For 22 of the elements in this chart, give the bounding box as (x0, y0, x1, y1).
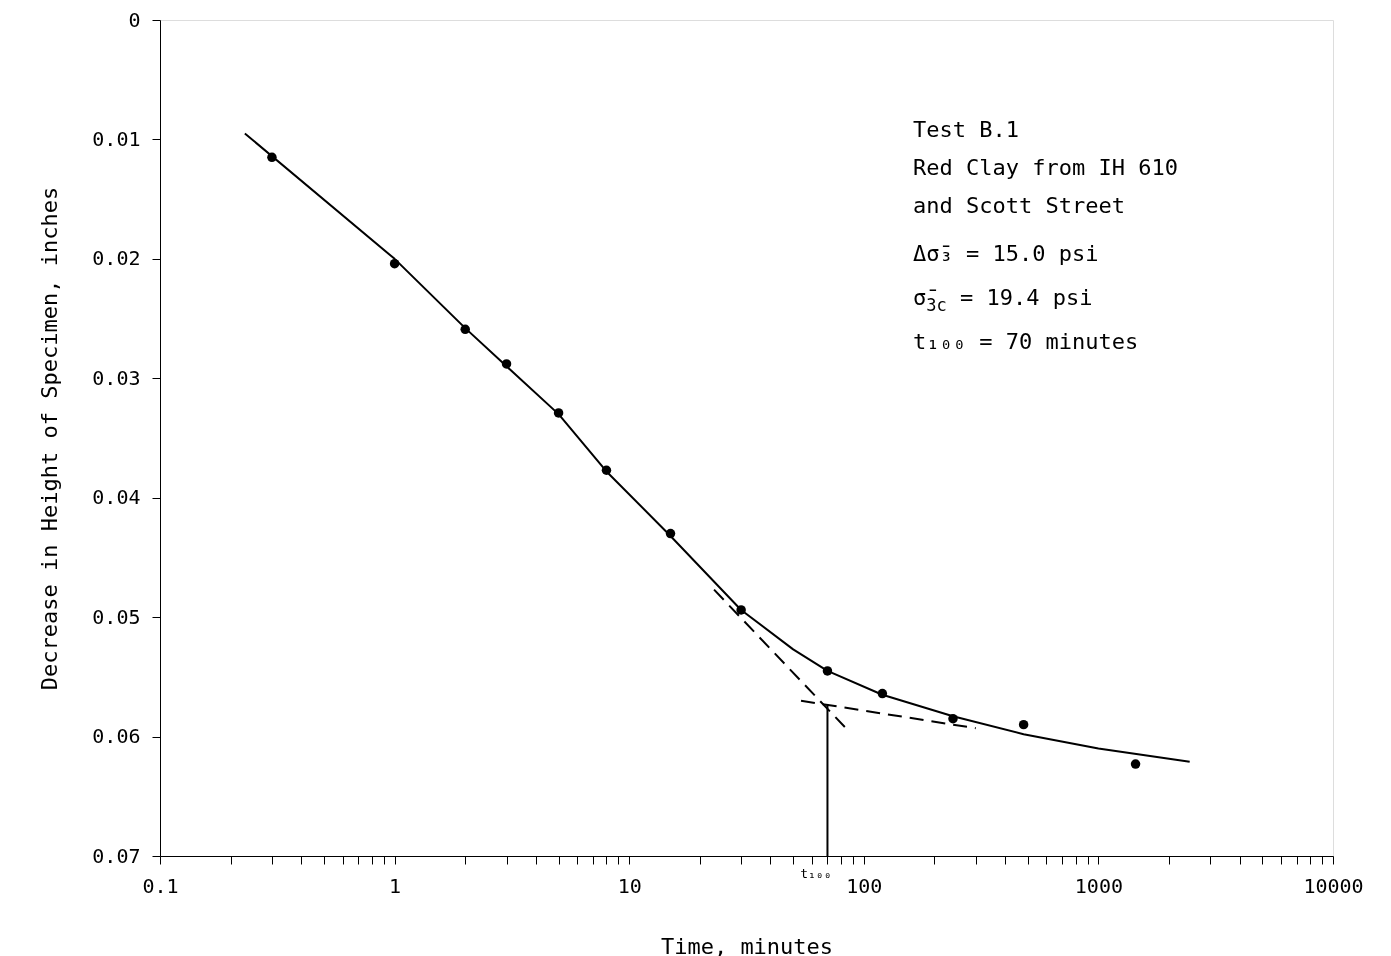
annotation: Red Clay from IH 610 (913, 155, 1178, 180)
x-tick-label: 10 (617, 873, 642, 898)
y-tick-label: 0 (128, 7, 141, 32)
y-tick-label: 0.07 (92, 843, 141, 868)
annotation: t₁₀₀ (800, 866, 832, 881)
annotation: Test B.1 (913, 117, 1019, 142)
x-tick-label: 100 (846, 873, 883, 898)
x-axis-title: Time, minutes (660, 933, 834, 956)
y-tick-label: 0.04 (92, 485, 141, 510)
y-tick-label: 0.02 (92, 246, 141, 271)
x-tick-label: 0.1 (142, 873, 179, 898)
x-tick-label: 1000 (1074, 873, 1123, 898)
x-tick-label: 1 (389, 873, 402, 898)
y-tick-label: 0.05 (92, 604, 141, 629)
y-tick-label: 0.01 (92, 126, 141, 151)
y-tick-label: 0.03 (92, 365, 141, 390)
x-tick-label: 10000 (1303, 873, 1364, 898)
annotation: Δσ̄₃ = 15.0 psi (913, 241, 1099, 266)
annotation: and Scott Street (913, 193, 1125, 218)
y-axis-title: Decrease in Height of Specimen, inches (37, 186, 63, 691)
annotation: t₁₀₀ = 70 minutes (913, 329, 1139, 354)
y-tick-label: 0.06 (92, 724, 141, 749)
